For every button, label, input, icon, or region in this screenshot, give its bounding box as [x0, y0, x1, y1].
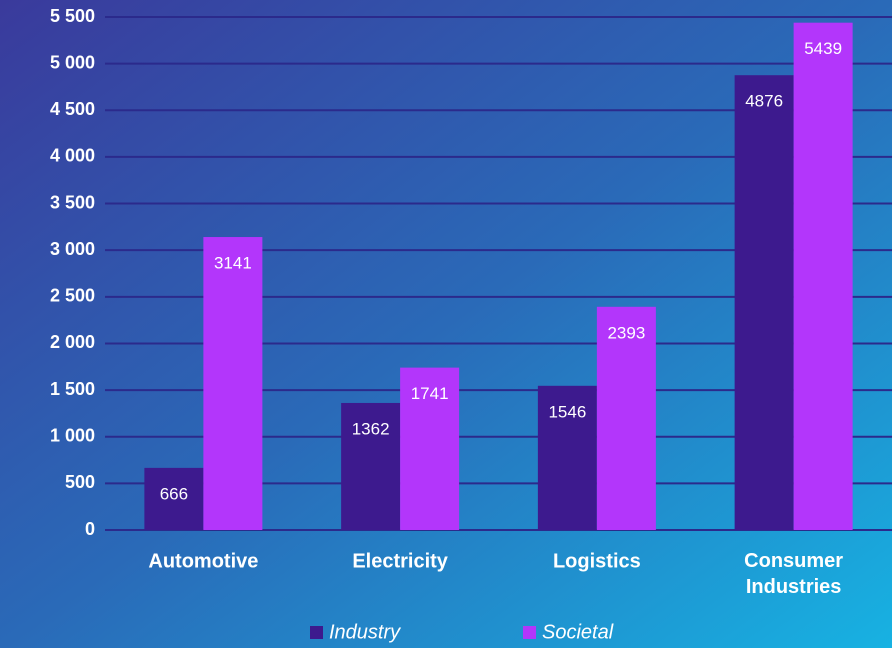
y-tick-label: 4 000: [50, 146, 95, 166]
y-tick-label: 1 000: [50, 425, 95, 445]
x-tick-label: Logistics: [553, 550, 641, 572]
value-label: 1362: [352, 419, 390, 438]
y-tick-label: 1 500: [50, 379, 95, 399]
bar: [203, 237, 263, 530]
y-tick-label: 5 500: [50, 6, 95, 26]
bar: [144, 467, 204, 530]
bar: [537, 385, 597, 530]
bar: [341, 402, 401, 530]
bar: [793, 22, 853, 530]
x-tick-label: Electricity: [352, 550, 448, 572]
bar: [400, 367, 460, 530]
value-label: 1741: [411, 384, 449, 403]
y-tick-label: 2 500: [50, 286, 95, 306]
bar: [734, 75, 794, 530]
legend-swatch: [523, 626, 536, 639]
value-label: 3141: [214, 254, 252, 273]
x-tick-label: Automotive: [148, 550, 258, 572]
y-tick-label: 3 500: [50, 192, 95, 212]
value-label: 666: [160, 484, 188, 503]
y-tick-label: 500: [65, 472, 95, 492]
bar: [596, 306, 656, 530]
y-tick-label: 4 500: [50, 99, 95, 119]
y-tick-label: 5 000: [50, 52, 95, 72]
y-tick-label: 2 000: [50, 332, 95, 352]
y-tick-label: 0: [85, 519, 95, 539]
y-tick-label: 3 000: [50, 239, 95, 259]
legend-swatch: [310, 626, 323, 639]
value-label: 5439: [804, 39, 842, 58]
value-label: 1546: [548, 402, 586, 421]
legend-label: Industry: [329, 621, 401, 643]
value-label: 4876: [745, 92, 783, 111]
value-label: 2393: [607, 323, 645, 342]
x-tick-label: Consumer Industries: [744, 550, 843, 598]
legend-label: Societal: [542, 621, 614, 643]
